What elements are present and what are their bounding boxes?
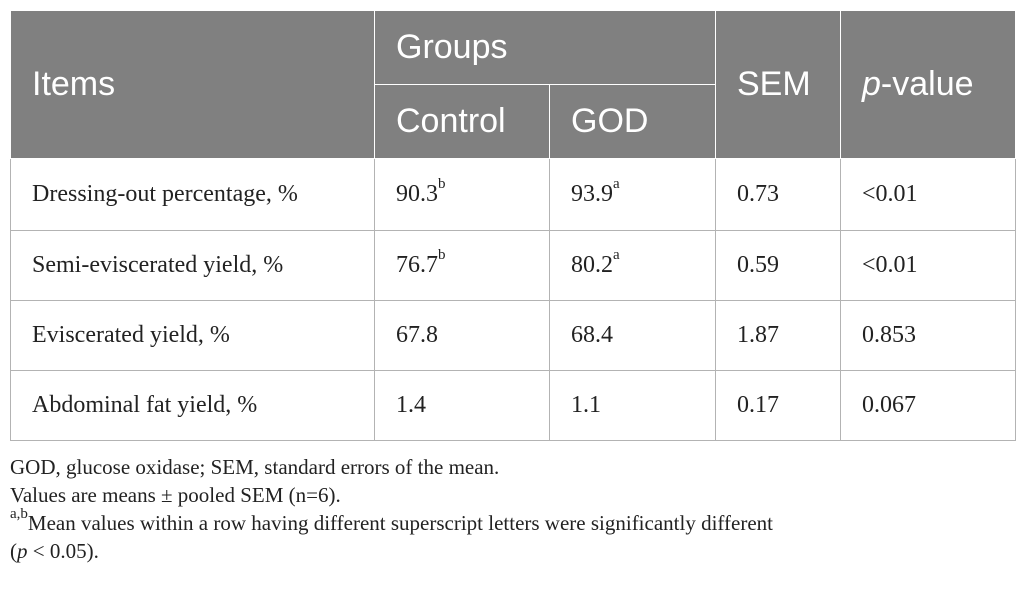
table-row: Dressing-out percentage, % 90.3b 93.9a 0… bbox=[10, 158, 1016, 231]
footnote-values: Values are means ± pooled SEM (n=6). bbox=[10, 483, 341, 507]
cell-p-value: <0.01 bbox=[840, 158, 1016, 231]
header-groups: Groups bbox=[374, 10, 716, 85]
cell-p-value: 0.853 bbox=[840, 300, 1016, 371]
cell-god-sup: a bbox=[613, 247, 620, 263]
footnote-threshold: (p < 0.05). bbox=[10, 537, 1015, 565]
cell-item: Semi-eviscerated yield, % bbox=[10, 230, 375, 301]
header-items: Items bbox=[10, 10, 375, 159]
header-control: Control bbox=[374, 84, 550, 159]
cell-god-value: 93.9 bbox=[571, 181, 613, 207]
cell-item: Dressing-out percentage, % bbox=[10, 158, 375, 231]
cell-item: Eviscerated yield, % bbox=[10, 300, 375, 371]
header-p-value: p-value bbox=[840, 10, 1016, 159]
header-god: GOD bbox=[549, 84, 716, 159]
cell-control-sup: b bbox=[438, 247, 446, 263]
footnote-paren: ( bbox=[10, 539, 17, 563]
cell-control-value: 76.7 bbox=[396, 252, 438, 278]
cell-p-value: <0.01 bbox=[840, 230, 1016, 301]
header-sem: SEM bbox=[715, 10, 841, 159]
cell-sem: 1.87 bbox=[715, 300, 841, 371]
cell-god-value: 80.2 bbox=[571, 252, 613, 278]
cell-god: 93.9a bbox=[549, 158, 716, 231]
cell-sem: 0.17 bbox=[715, 370, 841, 441]
cell-sem: 0.59 bbox=[715, 230, 841, 301]
table-body: Dressing-out percentage, % 90.3b 93.9a 0… bbox=[10, 158, 1016, 441]
cell-item: Abdominal fat yield, % bbox=[10, 370, 375, 441]
table-row: Eviscerated yield, % 67.8 68.4 1.87 0.85… bbox=[10, 300, 1016, 371]
cell-god-value: 1.1 bbox=[571, 392, 601, 418]
footnote-significance-text: Mean values within a row having differen… bbox=[27, 511, 773, 535]
cell-p-value: 0.067 bbox=[840, 370, 1016, 441]
table-header: Items Groups SEM p-value Control GOD bbox=[10, 10, 1016, 159]
cell-control-sup: b bbox=[438, 176, 446, 192]
cell-god-value: 68.4 bbox=[571, 322, 613, 348]
cell-control: 76.7b bbox=[374, 230, 550, 301]
table-row: Abdominal fat yield, % 1.4 1.1 0.17 0.06… bbox=[10, 370, 1016, 441]
results-table: Items Groups SEM p-value Control GOD Dre… bbox=[10, 10, 1016, 441]
footnote-significance: a,bMean values within a row having diffe… bbox=[10, 506, 1015, 537]
cell-god-sup: a bbox=[613, 176, 620, 192]
cell-control: 67.8 bbox=[374, 300, 550, 371]
table-footnotes: GOD, glucose oxidase; SEM, standard erro… bbox=[10, 453, 1015, 565]
cell-sem: 0.73 bbox=[715, 158, 841, 231]
footnote-abbreviations: GOD, glucose oxidase; SEM, standard erro… bbox=[10, 455, 500, 479]
cell-god: 68.4 bbox=[549, 300, 716, 371]
cell-control-value: 90.3 bbox=[396, 181, 438, 207]
header-p-suffix: -value bbox=[880, 65, 974, 103]
cell-control-value: 1.4 bbox=[396, 392, 426, 418]
cell-control: 1.4 bbox=[374, 370, 550, 441]
header-p-italic: p bbox=[862, 65, 881, 103]
footnote-p-italic: p bbox=[17, 539, 28, 563]
table-row: Semi-eviscerated yield, % 76.7b 80.2a 0.… bbox=[10, 230, 1016, 301]
cell-control-value: 67.8 bbox=[396, 322, 438, 348]
cell-control: 90.3b bbox=[374, 158, 550, 231]
footnote-sup: a,b bbox=[10, 506, 28, 522]
cell-god: 1.1 bbox=[549, 370, 716, 441]
cell-god: 80.2a bbox=[549, 230, 716, 301]
footnote-threshold-rest: < 0.05). bbox=[27, 539, 99, 563]
